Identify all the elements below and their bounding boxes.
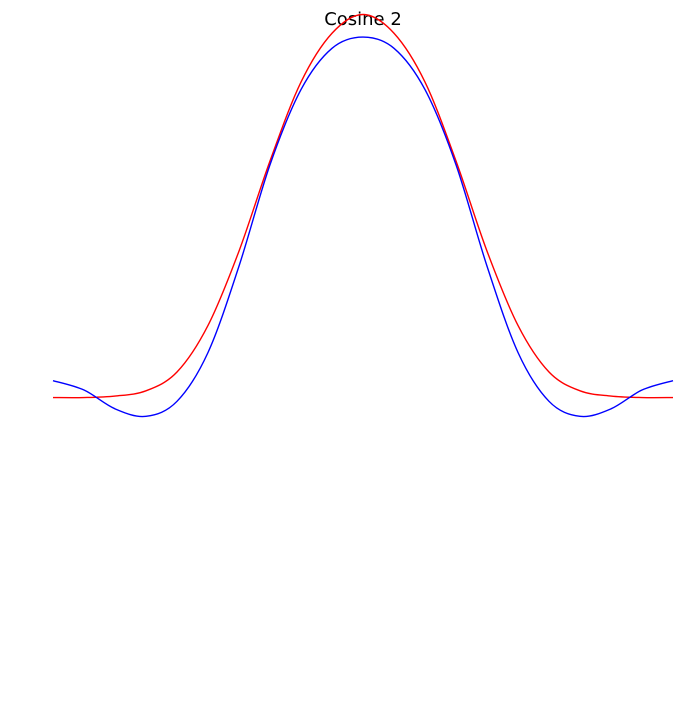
series-line-2 <box>52 36 674 418</box>
chart-title: Cosine 2 <box>324 9 402 30</box>
plot-area <box>52 13 674 418</box>
series-line-1 <box>52 13 674 399</box>
